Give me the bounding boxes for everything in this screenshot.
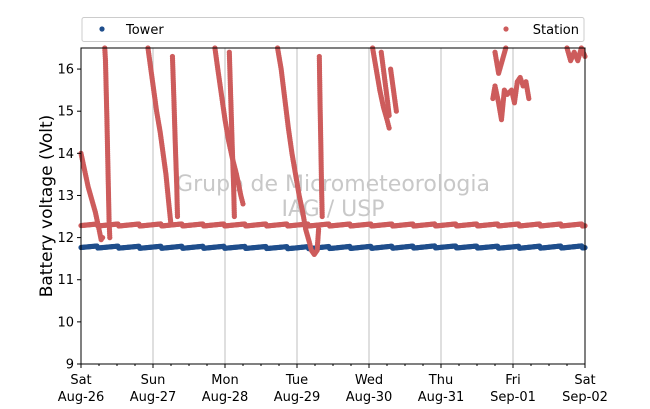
legend-marker-station [503,26,509,32]
data-point [393,108,399,114]
y-tick-label: 11 [57,273,74,288]
y-tick-label: 12 [57,231,74,246]
x-tick-date-label: Sep-02 [562,390,608,405]
x-tick-date-label: Sep-01 [490,390,536,405]
x-tick-date-label: Aug-27 [130,390,177,405]
x-tick-day-label: Sat [574,373,595,388]
legend-label-tower: Tower [125,23,164,38]
x-tick-day-label: Sun [141,373,166,388]
watermark-line-1: Grupo de Micrometeorologia [176,172,490,197]
y-tick-label: 10 [57,315,74,330]
watermark: Grupo de Micrometeorologia IAG / USP [176,172,490,222]
legend-frame [81,17,585,42]
axes: 9 10 11 12 13 14 15 16 Sat Aug-26 Sun Aug-27 Mon Aug-… [57,63,607,405]
y-tick-label: 9 [66,358,74,373]
y-tick-label: 14 [57,147,74,162]
data-point [231,213,237,220]
x-tick-date-label: Aug-29 [274,390,321,405]
x-tick-day-label: Thu [428,373,453,388]
legend-label-station: Station [533,23,579,38]
data-point [319,213,325,220]
x-tick-day-label: Sat [70,373,91,388]
data-point [240,201,246,207]
data-point [174,213,181,220]
series-tower [78,243,588,252]
data-point [386,112,392,119]
data-point [107,235,113,241]
x-tick-date-label: Aug-31 [418,390,465,405]
legend: Tower Station [81,17,585,42]
watermark-line-2: IAG / USP [282,197,385,222]
y-tick-label: 13 [57,189,74,204]
x-tick-date-label: Aug-28 [202,390,249,405]
x-tick-day-label: Tue [285,373,308,388]
y-tick-label: 15 [57,105,74,120]
plot-data [78,45,588,258]
data-point [526,95,532,102]
x-tick-day-label: Wed [355,373,383,388]
data-point [386,125,392,131]
legend-marker-tower [99,26,105,32]
x-tick-date-label: Aug-26 [58,390,105,405]
data-point [316,226,322,232]
data-point [168,222,174,228]
series-station [78,45,588,258]
data-point [100,235,106,241]
y-axis-label: Battery voltage (Volt) [37,115,57,298]
x-tick-day-label: Mon [211,373,238,388]
x-tick-date-label: Aug-30 [346,390,393,405]
x-tick-day-label: Fri [505,373,521,388]
y-tick-label: 16 [57,63,74,78]
